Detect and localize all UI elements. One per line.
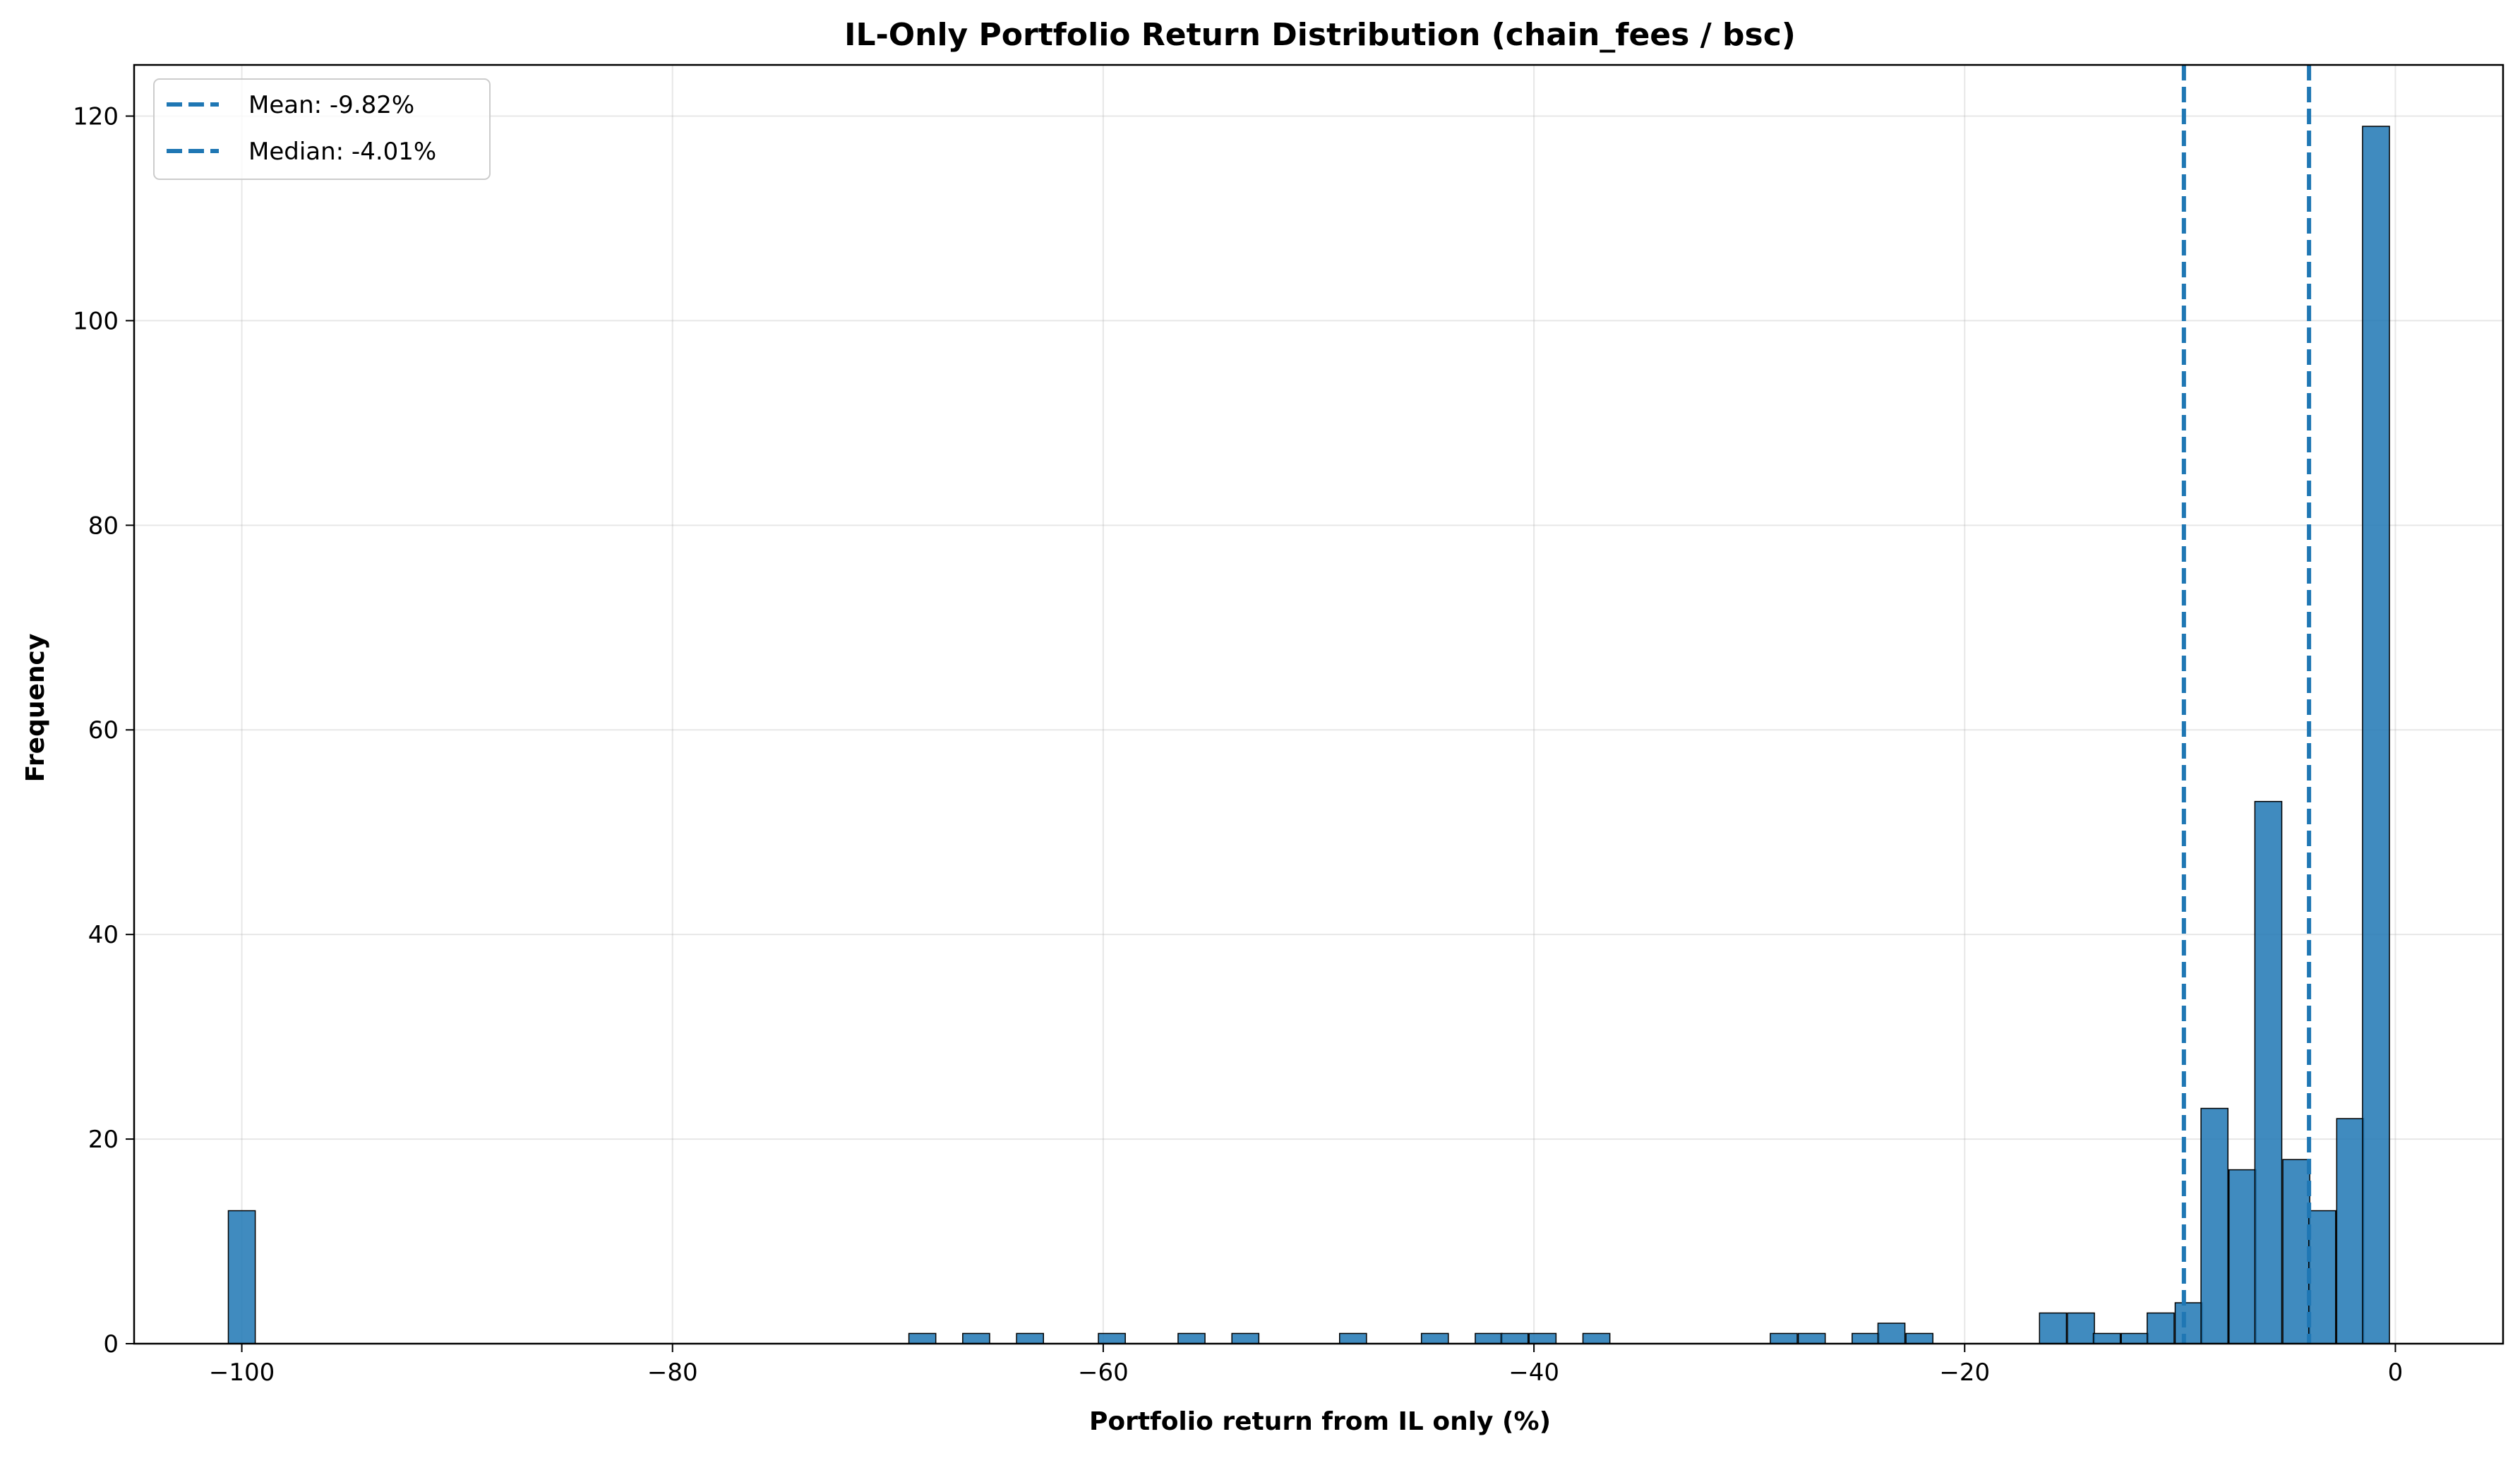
histogram-bar <box>1231 1332 1260 1344</box>
histogram-bar <box>1177 1332 1206 1344</box>
x-tick-label: 0 <box>2388 1358 2404 1387</box>
legend: Mean: -9.82% Median: -4.01% <box>153 78 491 180</box>
histogram-bar <box>1877 1323 1906 1344</box>
legend-mean-label: Mean: -9.82% <box>248 91 414 119</box>
x-tick-label: −20 <box>1939 1358 1990 1387</box>
histogram-bar <box>1905 1332 1934 1344</box>
histogram-bar <box>1500 1332 1529 1344</box>
y-tick-label: 40 <box>88 921 119 949</box>
histogram-bar <box>2092 1332 2121 1344</box>
legend-box <box>153 78 491 180</box>
histogram-bar <box>1797 1332 1826 1344</box>
y-tick-label: 80 <box>88 512 119 540</box>
x-axis-label: Portfolio return from IL only (%) <box>1089 1407 1551 1436</box>
legend-median-label: Median: -4.01% <box>248 138 436 166</box>
histogram-bar <box>2120 1332 2149 1344</box>
histogram-bar <box>1016 1332 1044 1344</box>
x-tick-label: −40 <box>1508 1358 1559 1387</box>
reference-lines <box>2181 65 2312 1344</box>
histogram-bar <box>1852 1332 1880 1344</box>
chart-title: IL-Only Portfolio Return Distribution (c… <box>844 17 1796 53</box>
x-tick-label: −100 <box>209 1358 275 1387</box>
histogram-bar <box>2174 1302 2203 1344</box>
y-tick-label: 100 <box>73 307 119 335</box>
y-axis-label: Frequency <box>21 634 50 783</box>
x-tick-label: −60 <box>1078 1358 1129 1387</box>
histogram-bar <box>2067 1312 2095 1344</box>
y-tick-label: 60 <box>88 716 119 745</box>
y-tick-label: 120 <box>73 102 119 131</box>
histogram-bar <box>1098 1332 1126 1344</box>
y-tick-label: 20 <box>88 1126 119 1154</box>
histogram-bar <box>2362 126 2390 1344</box>
histogram-bar <box>227 1210 256 1344</box>
x-axis-ticks: −100 −80 −60 −40 −20 0 <box>209 1344 2403 1387</box>
histogram-bar <box>1770 1332 1798 1344</box>
grid <box>134 65 2503 1344</box>
y-axis-ticks: 0 20 40 60 80 100 120 <box>73 102 134 1358</box>
histogram-bar <box>2254 800 2283 1344</box>
histogram-bar <box>2147 1312 2175 1344</box>
x-tick-label: −80 <box>647 1358 698 1387</box>
histogram-bar <box>908 1332 937 1344</box>
histogram-bar <box>2228 1169 2257 1344</box>
histogram-bar <box>1475 1332 1503 1344</box>
histogram-bar <box>2282 1159 2310 1344</box>
histogram-bar <box>2336 1118 2365 1344</box>
histogram-bar <box>962 1332 990 1344</box>
histogram-bar <box>1420 1332 1449 1344</box>
histogram-bar <box>2308 1210 2336 1344</box>
histogram-bar <box>1582 1332 1611 1344</box>
y-tick-label: 0 <box>103 1330 119 1358</box>
histogram-bar <box>1338 1332 1367 1344</box>
plot-frame <box>133 64 2504 1345</box>
histogram-bar <box>2200 1107 2228 1344</box>
histogram-bar <box>1528 1332 1557 1344</box>
histogram-bar <box>2039 1312 2068 1344</box>
